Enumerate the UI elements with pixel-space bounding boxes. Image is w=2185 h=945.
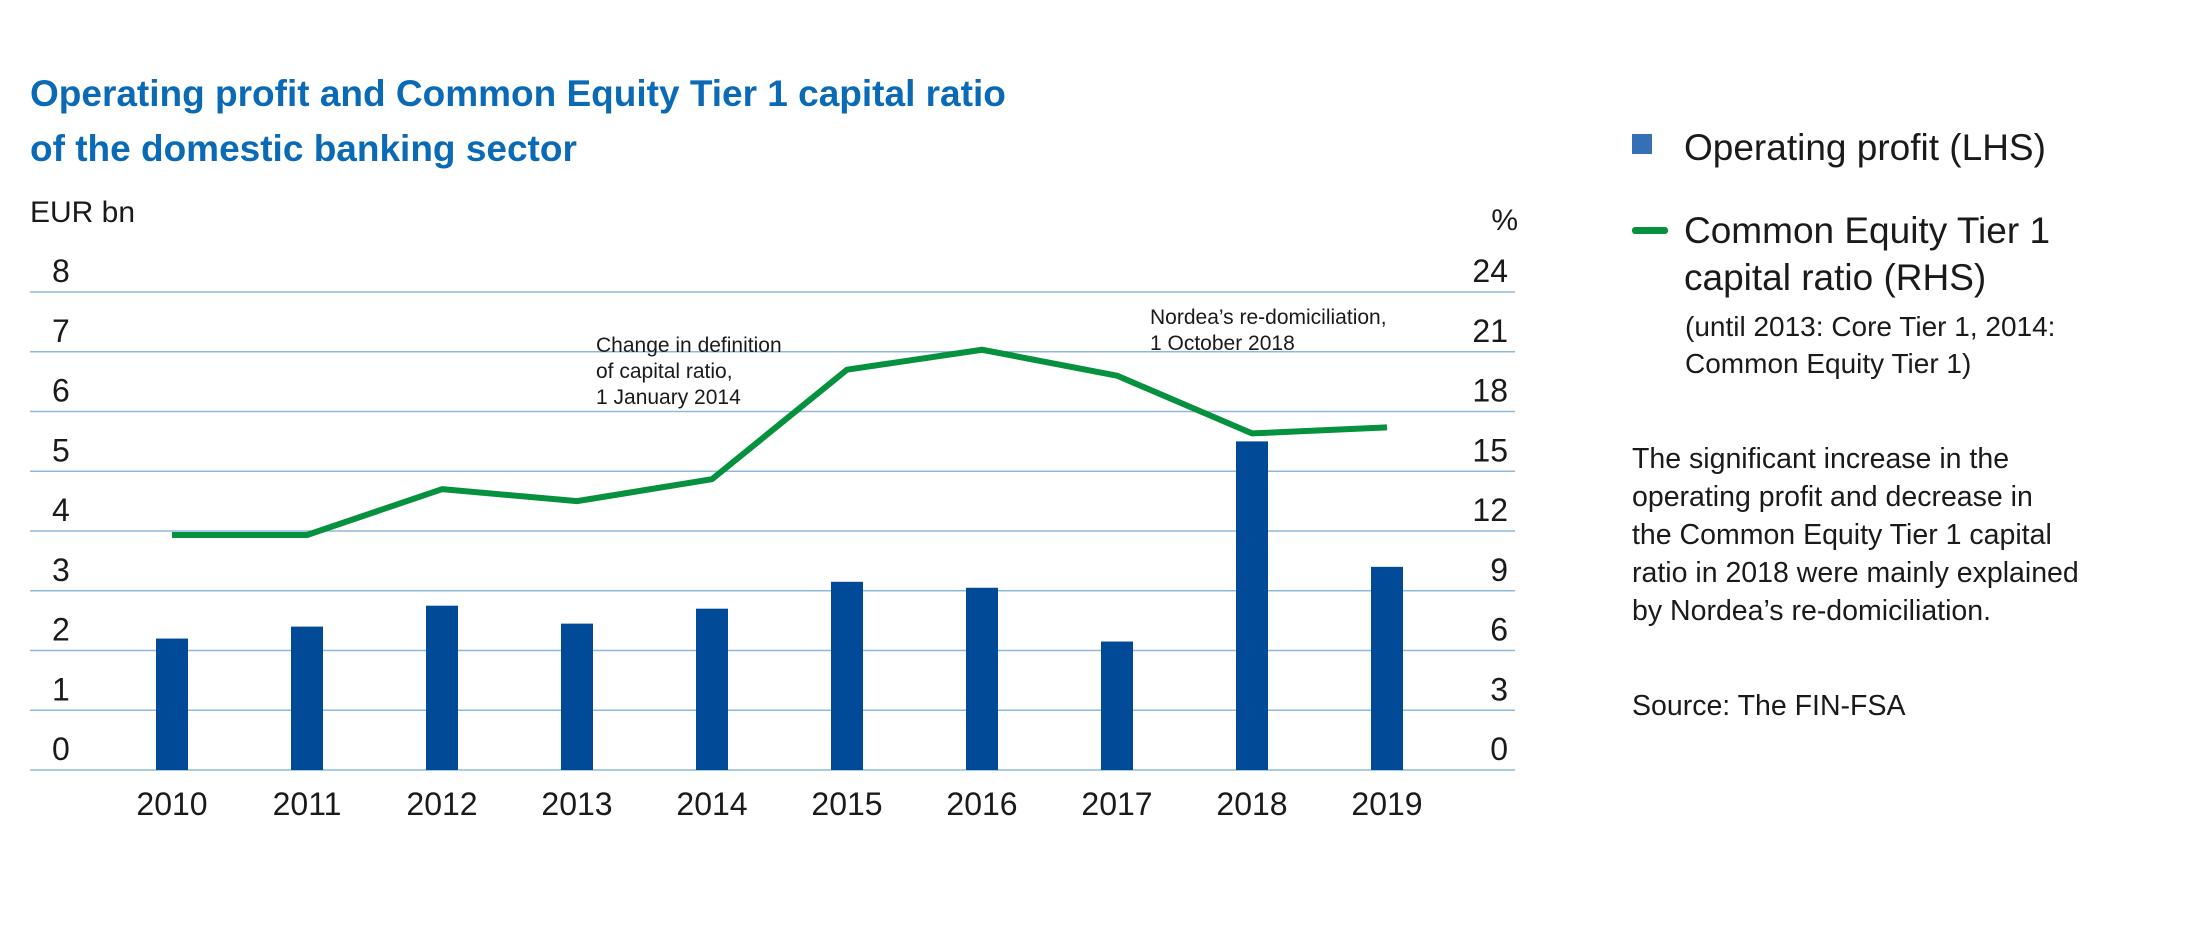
left-tick-label: 2 <box>52 612 70 648</box>
left-tick-label: 3 <box>52 552 70 588</box>
legend-line-note-1: (until 2013: Core Tier 1, 2014: <box>1685 311 2056 342</box>
bar <box>426 605 458 770</box>
annotation-line: 1 October 2018 <box>1150 332 1295 355</box>
bar-series <box>156 441 1403 770</box>
bar <box>156 638 188 770</box>
annotation-line: Change in definition <box>596 334 782 357</box>
note-line: by Nordea’s re-domiciliation. <box>1632 595 1992 627</box>
annotation-text: Nordea’s re-domiciliation, 1 October 2018 <box>1150 306 1387 355</box>
annotation-line: Nordea’s re-domiciliation, <box>1150 306 1387 329</box>
x-tick-label: 2010 <box>136 786 207 822</box>
left-axis-label: EUR bn <box>30 196 135 229</box>
x-tick-label: 2013 <box>541 786 612 822</box>
annotation-line: 1 January 2014 <box>596 386 741 409</box>
right-tick-label: 9 <box>1490 552 1508 588</box>
note-line: ratio in 2018 were mainly explained <box>1632 557 2079 589</box>
right-axis-label: % <box>1491 204 1518 237</box>
left-tick-label: 6 <box>52 373 70 409</box>
x-tick-label: 2019 <box>1351 786 1422 822</box>
legend-line-label-2: capital ratio (RHS) <box>1684 257 1987 298</box>
note-line: the Common Equity Tier 1 capital <box>1632 519 2052 551</box>
bar <box>696 608 728 770</box>
legend-line-note: (until 2013: Core Tier 1, 2014: Common E… <box>1685 308 2125 382</box>
bar-swatch-icon <box>1632 134 1652 154</box>
explanation-note: The significant increase in the operatin… <box>1632 440 2152 630</box>
legend-item-line: Common Equity Tier 1 capital ratio (RHS) <box>1632 207 2050 301</box>
right-tick-label: 0 <box>1490 731 1508 767</box>
bar <box>831 581 863 770</box>
bar <box>291 626 323 770</box>
ratio-line-series <box>172 346 1388 538</box>
left-tick-label: 1 <box>52 671 70 707</box>
right-axis-ticks: 0 3 6 9 12 15 18 21 24 <box>1472 253 1508 767</box>
x-tick-label: 2016 <box>946 786 1017 822</box>
line-swatch-icon <box>1632 227 1668 234</box>
left-tick-label: 4 <box>52 492 70 528</box>
right-tick-label: 21 <box>1472 313 1508 349</box>
left-tick-label: 7 <box>52 313 70 349</box>
x-tick-label: 2018 <box>1216 786 1287 822</box>
note-line: operating profit and decrease in <box>1632 481 2033 513</box>
right-tick-label: 6 <box>1490 612 1508 648</box>
chart-title: Operating profit and Common Equity Tier … <box>30 66 1180 176</box>
source-text: Source: The FIN-FSA <box>1632 690 1906 722</box>
bar <box>966 587 998 770</box>
bar <box>561 623 593 770</box>
x-tick-label: 2015 <box>811 786 882 822</box>
grid-lines <box>30 291 1515 771</box>
annotation-text: Change in definition of capital ratio, 1 J… <box>596 334 782 409</box>
legend-item-bar: Operating profit (LHS) <box>1632 124 2046 171</box>
x-axis-ticks: 2010 2011 2012 2013 2014 2015 2016 2017 2018 2019 <box>136 786 1422 822</box>
right-tick-label: 18 <box>1472 373 1508 409</box>
bar <box>1101 641 1133 770</box>
legend-line-label-1: Common Equity Tier 1 <box>1684 210 2051 251</box>
x-tick-label: 2017 <box>1081 786 1152 822</box>
left-tick-label: 0 <box>52 731 70 767</box>
right-tick-label: 15 <box>1472 432 1508 468</box>
note-line: The significant increase in the <box>1632 443 2010 475</box>
chart-title-line-2: of the domestic banking sector <box>30 128 577 169</box>
right-tick-label: 24 <box>1472 253 1508 289</box>
x-tick-label: 2011 <box>273 786 342 822</box>
legend-bar-label: Operating profit (LHS) <box>1684 127 2046 168</box>
chart-title-line-1: Operating profit and Common Equity Tier … <box>30 73 1006 114</box>
x-tick-label: 2014 <box>676 786 747 822</box>
bar <box>1371 566 1403 770</box>
x-tick-label: 2012 <box>406 786 477 822</box>
right-tick-label: 3 <box>1490 671 1508 707</box>
left-tick-label: 8 <box>52 253 70 289</box>
annotation-line: of capital ratio, <box>596 360 733 383</box>
legend-line-note-2: Common Equity Tier 1) <box>1685 348 1972 379</box>
left-axis-ticks: 0 1 2 3 4 5 6 7 8 <box>52 253 70 767</box>
left-tick-label: 5 <box>52 432 70 468</box>
right-tick-label: 12 <box>1472 492 1508 528</box>
bar <box>1236 441 1268 770</box>
chart-annotations: Change in definition of capital ratio, 1 J… <box>596 306 1387 409</box>
